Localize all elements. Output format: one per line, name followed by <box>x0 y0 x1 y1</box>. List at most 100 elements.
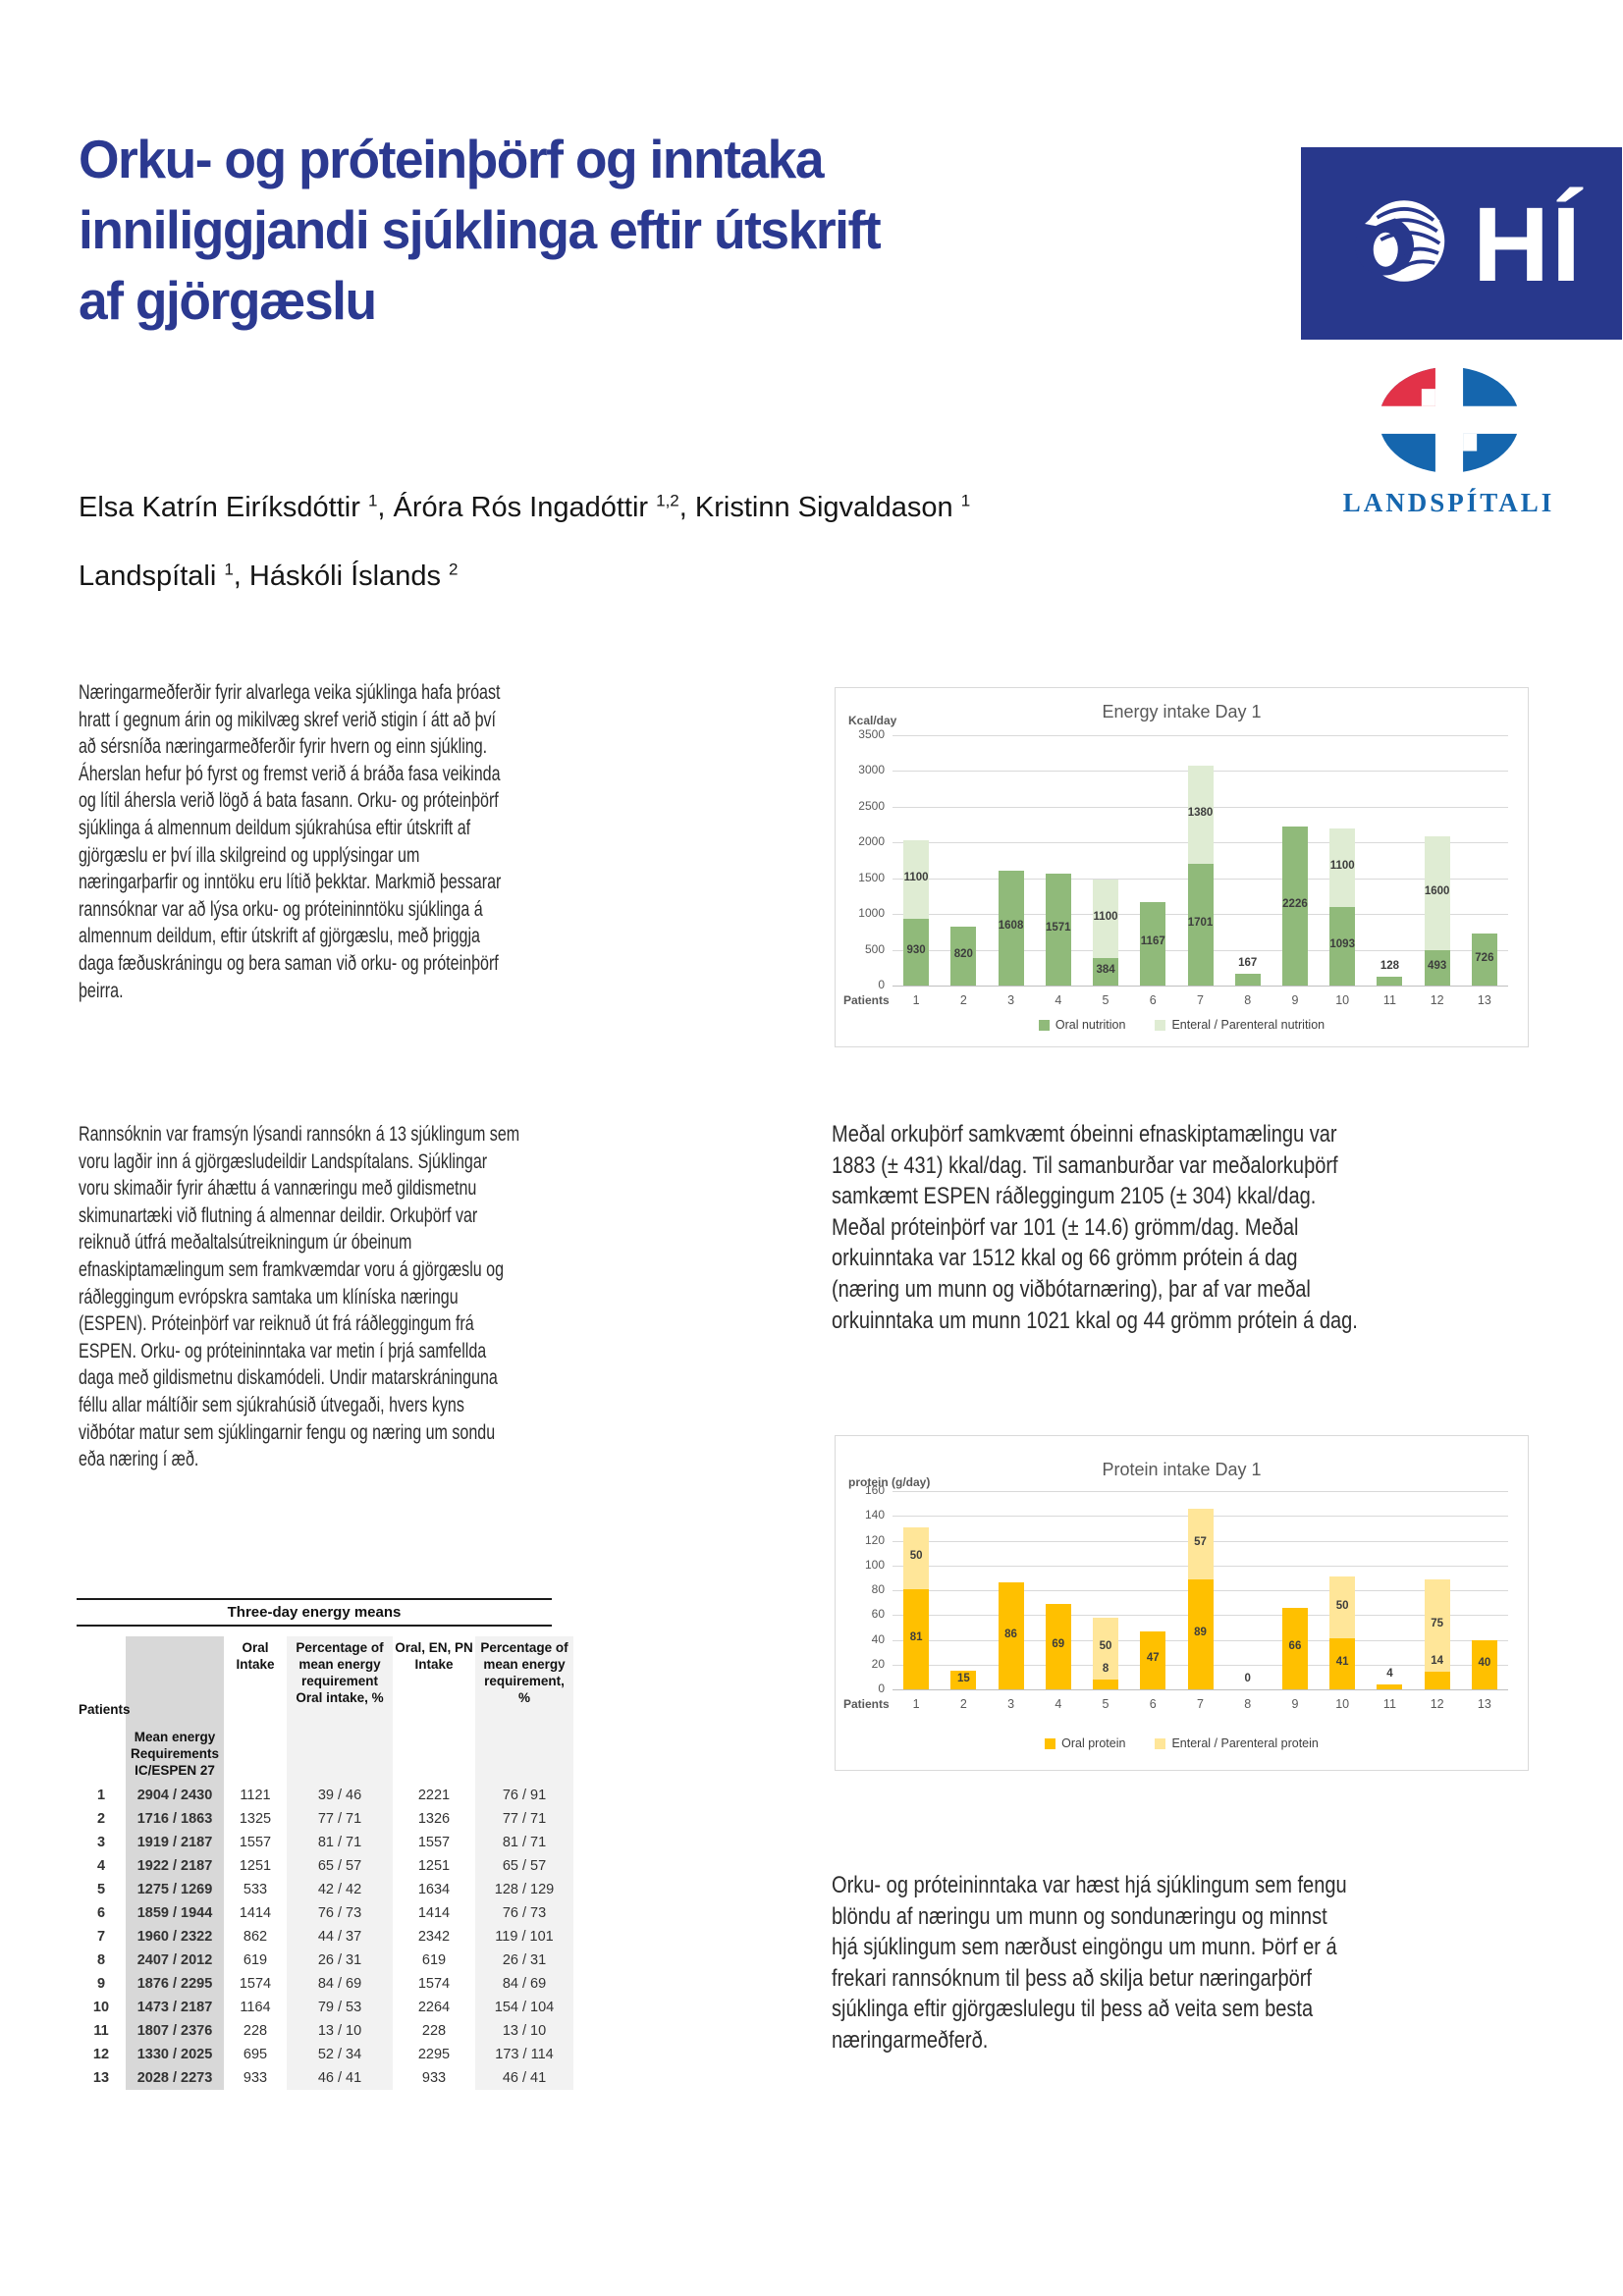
y-tick-label: 500 <box>864 941 885 956</box>
table-cell: 1121 <box>240 1788 271 1803</box>
table-cell: 39 / 46 <box>287 1784 393 1807</box>
y-tick-label: 100 <box>864 1557 885 1572</box>
bar-value-label: 86 <box>1004 1628 1017 1640</box>
col-header-oral-en-pn: Oral, EN, PN Intake <box>395 1640 473 1672</box>
text-line: Næringarmeðferðir fyrir alvarlega veika … <box>79 681 501 704</box>
table-cell: 3 <box>96 1835 106 1850</box>
table-row: 7 1960 / 2322 862 44 / 37 2342 119 / 101 <box>77 1925 573 1949</box>
person-name: Elsa Katrín Eiríksdóttir 1 <box>79 491 378 523</box>
text-line: orkuinntaka um munn 1021 kkal og 44 gröm… <box>832 1307 1358 1334</box>
text-line: Meðal próteinþörf var 101 (± 14.6) grömm… <box>832 1213 1299 1241</box>
table-row: 5 1275 / 1269 533 42 / 42 1634 128 / 129 <box>77 1878 573 1901</box>
x-tick-label: 9 <box>1291 1697 1299 1711</box>
table-header-row: Patients Mean energy Requirements IC/ESP… <box>77 1636 573 1784</box>
bar-segment-oral <box>1140 1630 1166 1689</box>
text-line: (næring um munn og viðbótarnæring), þar … <box>832 1275 1311 1303</box>
authors-line: Elsa Katrín Eiríksdóttir 1, Áróra Rós In… <box>79 491 971 523</box>
table-cell: 862 <box>243 1929 268 1945</box>
table-cell: 46 / 41 <box>475 2066 573 2090</box>
table-cell: 228 <box>421 2023 447 2039</box>
text-line: gjörgæslu er því illa skilgreind og uppl… <box>79 843 420 867</box>
x-tick-label: 13 <box>1477 993 1491 1007</box>
y-tick-label: 160 <box>864 1483 885 1497</box>
table-cell: 79 / 53 <box>287 1996 393 2019</box>
text-line: Áherslan hefur þó fyrst og fremst verið … <box>79 762 501 785</box>
table-cell: 46 / 41 <box>287 2066 393 2090</box>
text-line: þeirra. <box>79 979 124 1002</box>
table-cell: 81 / 71 <box>287 1831 393 1854</box>
conclusion-paragraph: Orku- og próteininntaka var hæst hjá sjú… <box>832 1870 1529 2056</box>
bar-segment-oral <box>1187 1578 1214 1689</box>
x-tick-label: 3 <box>1007 993 1015 1007</box>
grid-line <box>893 1689 1508 1690</box>
y-tick-label: 20 <box>871 1656 885 1671</box>
table-cell: 128 / 129 <box>475 1878 573 1901</box>
text-line: viðbótar matur sem sjúklingarnir fengu o… <box>79 1420 496 1444</box>
bar-value-label: 66 <box>1288 1640 1302 1653</box>
affiliation-superscript: 2 <box>449 560 459 578</box>
x-tick-label: 12 <box>1430 993 1444 1007</box>
col-header-oral-intake: Oral Intake <box>236 1640 275 1672</box>
landspitali-logo-text: LANDSPÍTALI <box>1342 488 1555 517</box>
bar-segment-oral <box>903 1588 930 1689</box>
poster-title-line1: Orku- og próteinþörf og inntaka <box>79 129 825 189</box>
table-row: 9 1876 / 2295 1574 84 / 69 1574 84 / 69 <box>77 1972 573 1996</box>
col-header-pct-oral: Percentage of mean energy requirement Or… <box>287 1636 393 1784</box>
bar-segment-enteral <box>1093 879 1119 959</box>
energy-means-table-section: Three-day energy means Patients Mean ene… <box>77 1598 573 2090</box>
bar-segment-oral <box>1281 826 1308 986</box>
table-row: 6 1859 / 1944 1414 76 / 73 1414 76 / 73 <box>77 1901 573 1925</box>
affiliation-superscript: 1 <box>224 560 234 578</box>
bar-segment-oral <box>1424 950 1450 986</box>
y-tick-label: 80 <box>871 1582 885 1596</box>
x-tick-label: 8 <box>1244 993 1252 1007</box>
text-line: voru skimaðir fyrir áhættu á vannæringu … <box>79 1177 477 1201</box>
y-tick-label: 3000 <box>858 763 885 777</box>
table-title: Three-day energy means <box>77 1598 552 1627</box>
bar-segment-enteral <box>903 1526 930 1589</box>
landspitali-cross-icon <box>1372 361 1527 485</box>
legend-swatch-icon <box>1155 1019 1166 1031</box>
y-tick-label: 40 <box>871 1631 885 1646</box>
col-header-patients: Patients <box>79 1701 131 1717</box>
text-line: blöndu af næringu um munn og sondunæring… <box>832 1902 1327 1930</box>
table-cell: 84 / 69 <box>287 1972 393 1996</box>
university-of-iceland-logo: HÍ <box>1301 147 1622 340</box>
chart-title: Energy intake Day 1 <box>1102 702 1262 721</box>
table-row: 3 1919 / 2187 1557 81 / 71 1557 81 / 71 <box>77 1831 573 1854</box>
table-cell: 1325 <box>239 1811 272 1827</box>
text-line: frekari rannsóknum til þess að skilja be… <box>832 1964 1312 1992</box>
table-cell: 44 / 37 <box>287 1925 393 1949</box>
legend-label: Oral nutrition <box>1055 1018 1126 1032</box>
table-cell: 10 <box>92 2000 110 2015</box>
table-cell: 26 / 31 <box>287 1949 393 1972</box>
text-line: daga með gildismetnu diskamódeli. Undir … <box>79 1366 498 1390</box>
person-name: Háskóli Íslands 2 <box>248 560 459 592</box>
x-tick-label: 2 <box>959 1697 967 1711</box>
table-cell: 1557 <box>417 1835 451 1850</box>
x-tick-label: 5 <box>1102 1697 1109 1711</box>
text-line: sjúklinga á almennum deildum sjúkrahúsa … <box>79 816 471 839</box>
text-line: og lítil áhersla verið lögð á bata fasan… <box>79 789 499 813</box>
text-line: féllu allar máltíðir sem sjúkrahúsið útv… <box>79 1393 464 1416</box>
table-cell: 119 / 101 <box>475 1925 573 1949</box>
protein-intake-chart: Protein intake Day 1 protein (g/day) 0 20 40… <box>835 1435 1529 1771</box>
table-cell: 1326 <box>417 1811 451 1827</box>
table-cell: 6 <box>96 1905 106 1921</box>
chart-legend: Oral protein Enteral / Parenteral protein <box>836 1736 1528 1750</box>
table-cell: 1876 / 2295 <box>126 1972 224 1996</box>
results-paragraph: Meðal orkuþörf samkvæmt óbeinni efnaskip… <box>832 1119 1529 1336</box>
table-cell: 173 / 114 <box>475 2043 573 2066</box>
text-line: skimunartæki við flutning á almennar dei… <box>79 1203 478 1227</box>
text-line: Meðal orkuþörf samkvæmt óbeinni efnaskip… <box>832 1121 1337 1148</box>
legend-label: Enteral / Parenteral nutrition <box>1171 1018 1325 1032</box>
poster-title: Orku- og próteinþörf og inntaka inniligg… <box>79 124 897 336</box>
text-line: eða næring í æð. <box>79 1448 199 1471</box>
y-tick-label: 0 <box>878 1682 885 1695</box>
bar-value-label: 1167 <box>1140 935 1165 948</box>
bar-value-label: 89 <box>1194 1626 1207 1638</box>
legend-label: Enteral / Parenteral protein <box>1171 1736 1319 1750</box>
legend-item: Oral protein <box>1045 1736 1125 1750</box>
text-line: reiknuð útfrá meðaltalsútreikningum úr ó… <box>79 1231 412 1255</box>
bar-segment-oral <box>998 1582 1024 1689</box>
